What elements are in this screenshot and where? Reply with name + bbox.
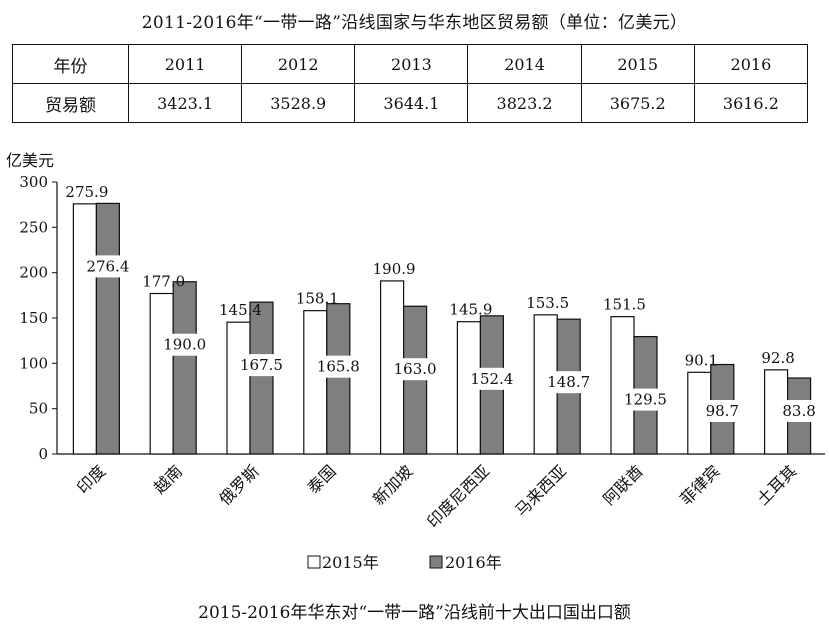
data-label-2016: 148.7 [547,373,590,391]
year-cell: 2012 [241,44,356,84]
y-tick-label: 50 [29,400,48,418]
legend-swatch-2016 [429,555,443,569]
bar-2015 [226,321,251,455]
y-tick-label: 300 [19,173,48,191]
data-label-2016: 190.0 [163,336,206,354]
x-tick-label: 泰国 [304,461,340,497]
value-cell: 3616.2 [693,83,809,123]
y-tick-label: 100 [19,354,48,372]
data-label-2016-box [158,333,212,356]
year-cell: 2013 [354,44,469,84]
x-tick-label: 阿联酋 [599,461,646,508]
data-label-2016: 167.5 [240,356,283,374]
y-tick-label: 0 [38,445,48,463]
data-label-2016-box [465,367,519,390]
value-cell: 3528.9 [241,83,356,123]
data-label-2016-box [388,358,442,381]
value-cell: 3675.2 [580,83,695,123]
data-label-2015: 145.4 [219,301,262,319]
data-label-2016: 129.5 [624,391,667,409]
value-cell: 3423.1 [127,83,243,123]
y-tick-label: 150 [19,309,48,327]
data-label-2016: 83.8 [782,402,815,420]
data-label-2016-box [235,354,288,377]
data-label-2015: 158.1 [296,290,339,308]
data-label-2016-box [81,255,135,278]
bar-2015 [72,203,98,455]
year-cell: 2016 [693,44,809,84]
bar-2016 [326,303,351,455]
data-label-2015: 151.5 [603,296,646,314]
trade-table: 年份 2011 2012 2013 2014 2015 2016 贸易额 342… [12,44,809,123]
data-label-2015: 275.9 [65,183,108,201]
value-cell: 3823.2 [467,83,582,123]
x-tick-label: 越南 [150,461,186,497]
bar-2015 [149,292,174,455]
data-label-2016-box [542,371,596,394]
data-label-2016-box [311,355,365,378]
data-label-2016: 276.4 [86,257,129,275]
data-label-2015: 90.1 [685,351,718,369]
table-value-row: 贸易额 3423.1 3528.9 3644.1 3823.2 3675.2 3… [12,83,809,123]
y-axis-label: 亿美元 [6,151,54,170]
y-tick-label: 250 [19,218,48,236]
table-title: 2011-2016年“一带一路”沿线国家与华东地区贸易额（单位：亿美元） [141,13,688,33]
legend-label-2016: 2016年 [445,553,502,572]
table-header-row: 年份 2011 2012 2013 2014 2015 2016 [12,44,809,84]
bar-2015 [610,316,635,455]
bar-2016 [172,281,197,455]
x-tick-label: 印度 [73,461,109,497]
data-label-2015: 190.9 [373,260,416,278]
data-label-2016: 152.4 [470,370,513,388]
row-label-cell: 贸易额 [12,83,129,123]
data-label-2015: 92.8 [761,349,794,367]
legend-label-2015: 2015年 [322,553,379,572]
chart-title: 2015-2016年华东对“一带一路”沿线前十大出口国出口额 [198,603,631,623]
header-label-cell: 年份 [12,44,129,84]
bar-2016 [249,301,274,455]
legend-swatch-2015 [307,555,321,569]
x-tick-label: 土耳其 [753,461,800,508]
y-tick-label: 200 [19,264,48,282]
value-cell: 3644.1 [354,83,469,123]
bar-2016 [95,202,121,455]
year-cell: 2011 [127,44,243,84]
year-cell: 2014 [467,44,582,84]
data-label-2016-box [700,400,745,422]
data-label-2016: 165.8 [317,358,360,376]
x-tick-label: 菲律宾 [676,461,723,508]
x-tick-label: 新加坡 [369,461,416,508]
x-tick-label: 印度尼西亚 [423,461,493,531]
data-label-2015: 153.5 [526,294,569,312]
data-label-2016: 98.7 [706,402,739,420]
data-label-2016-box [777,400,822,422]
data-label-2016: 163.0 [394,360,437,378]
x-tick-label: 俄罗斯 [215,461,262,508]
bar-2015 [303,310,328,455]
data-label-2015: 177.0 [142,273,185,291]
data-label-2016-box [619,388,672,411]
x-tick-label: 马来西亚 [511,461,570,520]
data-label-2015: 145.9 [449,301,492,319]
